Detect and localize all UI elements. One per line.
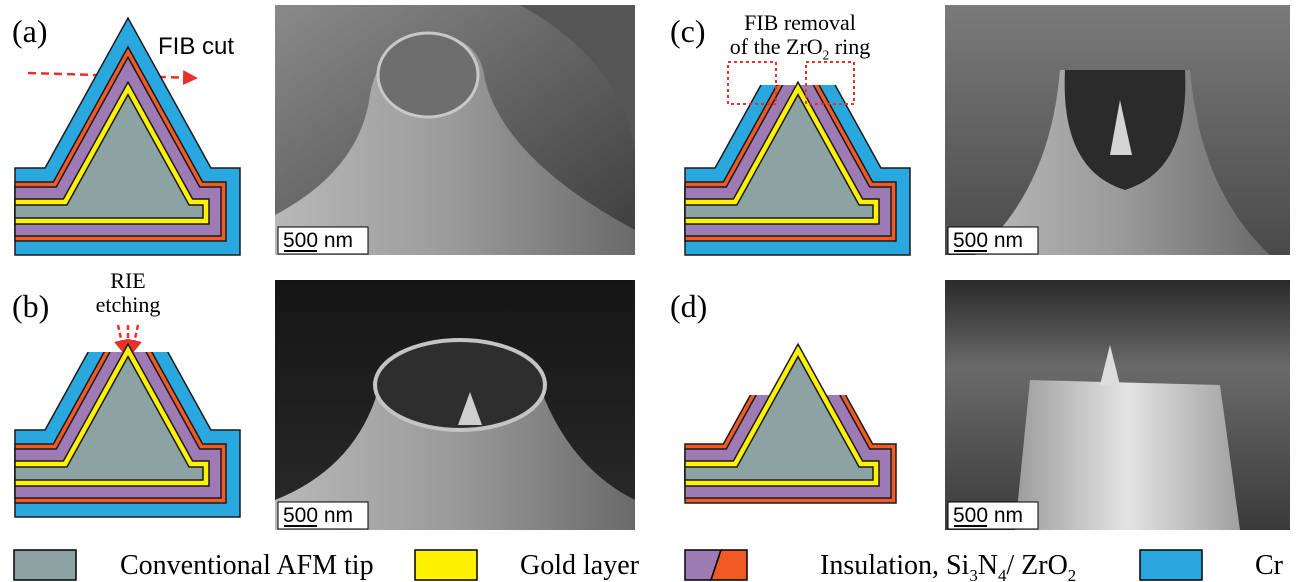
legend-swatch — [1140, 550, 1202, 580]
panel-label: (a) — [12, 13, 48, 49]
subscript: 2 — [823, 48, 830, 63]
annotation: of the ZrO2 ring — [730, 34, 870, 63]
legend-label: Gold layer — [520, 550, 640, 581]
panel-label: (b) — [12, 288, 49, 324]
text-part: FIB cut — [158, 33, 234, 60]
subscript: 3 — [969, 566, 977, 582]
text-part: RIE — [110, 268, 145, 293]
text-part: FIB removal — [744, 10, 856, 35]
annotation: FIB removal — [744, 10, 856, 35]
text-part: ring — [829, 34, 870, 59]
text-part: etching — [96, 292, 161, 317]
sem-image — [275, 5, 635, 255]
annotation: RIE — [110, 268, 145, 293]
sem-image — [945, 5, 1290, 255]
subscript: 2 — [1068, 566, 1076, 582]
legend-label: Conventional AFM tip — [120, 550, 374, 581]
text-part: Conventional AFM tip — [120, 550, 374, 581]
tip-schematic — [685, 309, 896, 503]
legend-label: Insulation, Si3N4/ ZrO2 — [820, 550, 1076, 582]
scale-bar-label: 500 nm — [283, 229, 353, 252]
sem-image — [275, 280, 635, 530]
text-part: N — [978, 550, 998, 581]
legend-label: Cr — [1255, 550, 1284, 581]
scale-bar-label: 500 nm — [953, 504, 1023, 527]
annotation: etching — [96, 292, 161, 317]
figure: (a) FIB cut 500 nm (b) RIEetching 500 nm (c) FI… — [0, 0, 1298, 582]
text-part: / ZrO — [1006, 550, 1067, 581]
scale-bar-label: 500 nm — [283, 504, 353, 527]
text-part: of the ZrO — [730, 34, 823, 59]
annotation: FIB cut — [158, 33, 234, 60]
text-part: Insulation, Si — [820, 550, 970, 581]
scale-bar-label: 500 nm — [953, 229, 1023, 252]
text-part: Gold layer — [520, 550, 640, 581]
panel-label: (d) — [670, 288, 707, 324]
sem-image — [945, 280, 1290, 530]
legend-swatch — [14, 550, 76, 580]
text-part: Cr — [1255, 550, 1284, 581]
legend-swatch — [415, 550, 477, 580]
panel-label: (c) — [670, 13, 706, 49]
